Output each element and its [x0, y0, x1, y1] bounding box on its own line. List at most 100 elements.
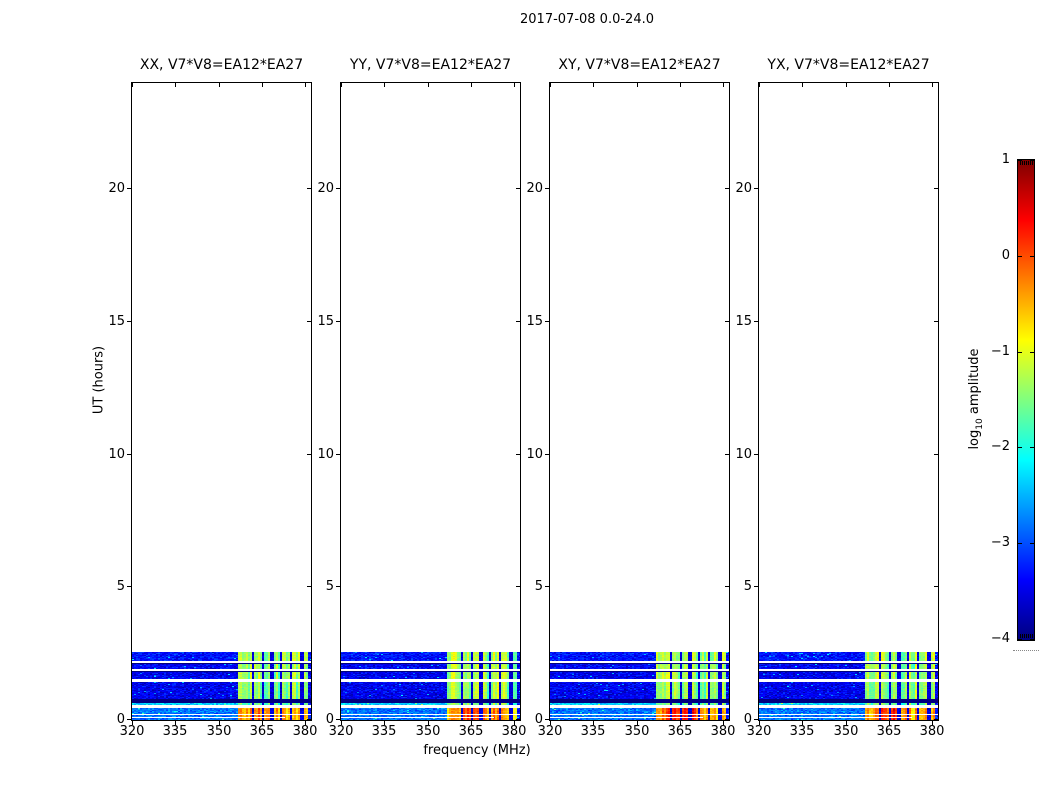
spectrogram-xx	[132, 83, 311, 720]
y-tick-right	[307, 188, 311, 189]
x-tick	[514, 721, 515, 725]
colorbar-hatch-bottom	[1028, 634, 1029, 638]
x-axis-label: frequency (MHz)	[423, 743, 531, 758]
y-tick-label: 5	[116, 579, 125, 594]
colorbar-tick	[1018, 160, 1022, 161]
colorbar-tick	[1030, 256, 1034, 257]
y-tick-right	[725, 188, 729, 189]
colorbar-tick	[1018, 543, 1022, 544]
colorbar-hatch-top	[1024, 161, 1025, 165]
colorbar-tick-label: 0	[1001, 248, 1010, 263]
x-tick-label: 365	[667, 724, 693, 739]
x-tick-label: 350	[206, 724, 232, 739]
x-tick-label: 335	[580, 724, 606, 739]
panel-title-xx: XX, V7*V8=EA12*EA27	[139, 57, 304, 73]
x-tick-label: 365	[458, 724, 484, 739]
x-tick-label: 350	[833, 724, 859, 739]
x-tick-label: 320	[537, 724, 563, 739]
colorbar-hatch-top	[1020, 161, 1021, 165]
y-tick-right	[516, 321, 520, 322]
colorbar-tick-label: 1	[1001, 152, 1010, 167]
y-axis-label: UT (hours)	[91, 345, 107, 415]
y-tick-right	[516, 586, 520, 587]
x-tick	[219, 721, 220, 725]
x-tick	[550, 721, 551, 725]
y-tick-right	[725, 586, 729, 587]
x-tick-label: 335	[789, 724, 815, 739]
y-tick-label: 0	[325, 712, 334, 727]
x-tick-top	[471, 83, 472, 87]
y-tick-label: 0	[534, 712, 543, 727]
x-tick-label: 320	[746, 724, 772, 739]
colorbar-tick-label: −3	[990, 535, 1010, 550]
x-tick-label: 380	[919, 724, 945, 739]
y-tick	[754, 188, 758, 189]
colorbar-frame	[1017, 159, 1035, 641]
colorbar-tick-label: −4	[990, 631, 1010, 646]
x-tick-top	[219, 83, 220, 87]
x-tick-top	[514, 83, 515, 87]
x-tick-label: 380	[501, 724, 527, 739]
colorbar-tick	[1018, 639, 1022, 640]
x-tick-label: 380	[292, 724, 318, 739]
x-tick-top	[550, 83, 551, 87]
y-tick	[545, 719, 549, 720]
x-tick-top	[132, 83, 133, 87]
x-tick-top	[428, 83, 429, 87]
x-tick-label: 365	[876, 724, 902, 739]
y-tick-right	[934, 719, 938, 720]
colorbar-hatch-bottom	[1032, 634, 1033, 638]
y-tick-right	[516, 719, 520, 720]
y-tick	[754, 719, 758, 720]
x-tick	[637, 721, 638, 725]
x-tick-label: 350	[415, 724, 441, 739]
x-tick-top	[932, 83, 933, 87]
y-tick-label: 10	[108, 447, 125, 462]
colorbar-tick	[1018, 256, 1022, 257]
y-tick-label: 15	[526, 314, 543, 329]
colorbar-tick	[1018, 352, 1022, 353]
y-tick-label: 10	[317, 447, 334, 462]
colorbar-tick	[1030, 447, 1034, 448]
x-tick-top	[680, 83, 681, 87]
x-tick	[305, 721, 306, 725]
colorbar-hatch-top	[1026, 161, 1027, 165]
colorbar-label: log10 amplitude	[967, 348, 985, 449]
x-tick-top	[175, 83, 176, 87]
y-tick-label: 15	[735, 314, 752, 329]
y-tick	[545, 321, 549, 322]
x-tick	[471, 721, 472, 725]
y-tick-label: 20	[317, 181, 334, 196]
y-tick-right	[307, 454, 311, 455]
x-tick-top	[846, 83, 847, 87]
spectrogram-yy	[341, 83, 520, 720]
colorbar-label-sub: 10	[974, 418, 985, 430]
x-tick-label: 320	[119, 724, 145, 739]
y-tick	[754, 586, 758, 587]
x-tick-top	[341, 83, 342, 87]
y-tick-right	[725, 719, 729, 720]
x-tick-label: 365	[249, 724, 275, 739]
y-tick-right	[307, 586, 311, 587]
spectrogram-yx	[759, 83, 938, 720]
x-tick-top	[759, 83, 760, 87]
colorbar-tick	[1030, 352, 1034, 353]
y-tick	[336, 586, 340, 587]
y-tick	[754, 321, 758, 322]
y-tick-right	[934, 586, 938, 587]
colorbar-tick	[1030, 160, 1034, 161]
y-tick-right	[934, 454, 938, 455]
colorbar-hatch-top	[1028, 161, 1029, 165]
y-tick-right	[516, 454, 520, 455]
x-tick	[132, 721, 133, 725]
colorbar-hatch-bottom	[1022, 634, 1023, 638]
panel-title-yx: YX, V7*V8=EA12*EA27	[767, 57, 930, 73]
spectrogram-xy	[550, 83, 729, 720]
y-tick	[336, 188, 340, 189]
x-tick	[262, 721, 263, 725]
y-tick-label: 5	[743, 579, 752, 594]
y-tick-right	[934, 321, 938, 322]
x-tick-top	[593, 83, 594, 87]
x-tick-top	[384, 83, 385, 87]
